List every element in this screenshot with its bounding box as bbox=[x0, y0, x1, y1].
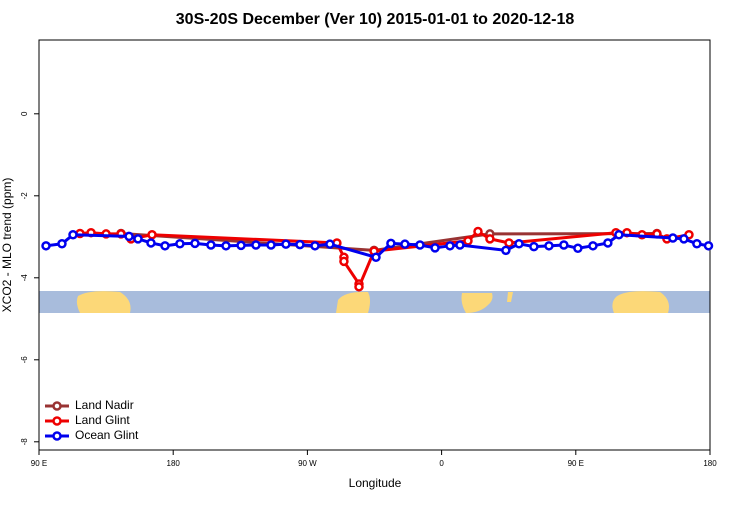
data-point bbox=[445, 241, 455, 251]
data-point bbox=[295, 239, 305, 250]
data-point bbox=[386, 238, 396, 249]
data-point bbox=[668, 233, 678, 243]
data-point bbox=[206, 240, 216, 250]
x-axis-label: Longitude bbox=[349, 476, 402, 490]
land-blob bbox=[336, 291, 370, 313]
data-point bbox=[190, 238, 200, 249]
data-point bbox=[573, 243, 583, 254]
data-point bbox=[473, 226, 483, 237]
data-point bbox=[455, 240, 465, 250]
data-point bbox=[221, 241, 231, 251]
data-point bbox=[236, 240, 246, 251]
data-point bbox=[514, 239, 524, 249]
data-point bbox=[339, 256, 349, 267]
data-point bbox=[325, 239, 335, 249]
data-point bbox=[529, 241, 539, 252]
data-point bbox=[415, 240, 425, 250]
data-point bbox=[703, 241, 714, 251]
land-blob bbox=[461, 293, 493, 313]
data-point bbox=[588, 241, 598, 251]
data-point bbox=[603, 238, 613, 248]
y-axis-label: XCO2 - MLO trend (ppm) bbox=[0, 178, 14, 313]
data-point bbox=[160, 241, 170, 251]
legend-marker bbox=[52, 416, 62, 426]
y-tick-label: -4 bbox=[20, 274, 29, 282]
data-point bbox=[175, 239, 185, 249]
data-point bbox=[614, 230, 624, 240]
data-point bbox=[463, 236, 473, 246]
legend-label: Land Nadir bbox=[75, 398, 134, 412]
legend-label: Land Glint bbox=[75, 413, 130, 427]
data-point bbox=[559, 240, 569, 250]
data-point bbox=[68, 230, 78, 240]
data-point bbox=[354, 282, 364, 292]
data-point bbox=[679, 234, 689, 244]
data-point bbox=[485, 234, 495, 244]
data-point bbox=[57, 239, 67, 249]
data-point bbox=[124, 231, 134, 242]
land-blob bbox=[612, 291, 669, 313]
y-tick-label: -8 bbox=[20, 438, 29, 446]
data-point bbox=[504, 238, 514, 248]
data-point bbox=[266, 240, 276, 250]
data-point bbox=[147, 230, 157, 240]
land-blob bbox=[76, 291, 131, 313]
y-tick-label: -6 bbox=[20, 356, 29, 364]
data-point bbox=[371, 252, 381, 263]
data-point bbox=[544, 241, 554, 251]
x-tick-label: 180 bbox=[703, 459, 717, 468]
x-tick-label: 0 bbox=[439, 459, 444, 468]
legend-marker bbox=[52, 401, 62, 411]
data-point bbox=[146, 238, 156, 248]
data-point bbox=[251, 240, 261, 250]
data-point bbox=[281, 239, 291, 249]
data-point bbox=[41, 241, 51, 251]
ocean-band bbox=[39, 291, 710, 313]
y-tick-label: -2 bbox=[20, 192, 29, 200]
legend-marker bbox=[52, 431, 62, 441]
data-point bbox=[133, 234, 143, 244]
map-band bbox=[39, 291, 710, 313]
data-point bbox=[692, 239, 702, 249]
data-point bbox=[430, 243, 440, 253]
data-point bbox=[501, 245, 511, 256]
x-tick-label: 90 E bbox=[31, 459, 47, 468]
series-line bbox=[120, 232, 657, 252]
x-tick-label: 180 bbox=[167, 459, 181, 468]
y-tick-label: 0 bbox=[20, 111, 29, 116]
x-tick-label: 90 E bbox=[568, 459, 584, 468]
chart-title: 30S-20S December (Ver 10) 2015-01-01 to … bbox=[176, 11, 575, 28]
data-point bbox=[400, 239, 410, 249]
x-tick-label: 90 W bbox=[298, 459, 317, 468]
data-point bbox=[310, 241, 320, 251]
legend-label: Ocean Glint bbox=[75, 428, 139, 442]
land-blob bbox=[507, 292, 513, 302]
series-line bbox=[79, 229, 690, 288]
